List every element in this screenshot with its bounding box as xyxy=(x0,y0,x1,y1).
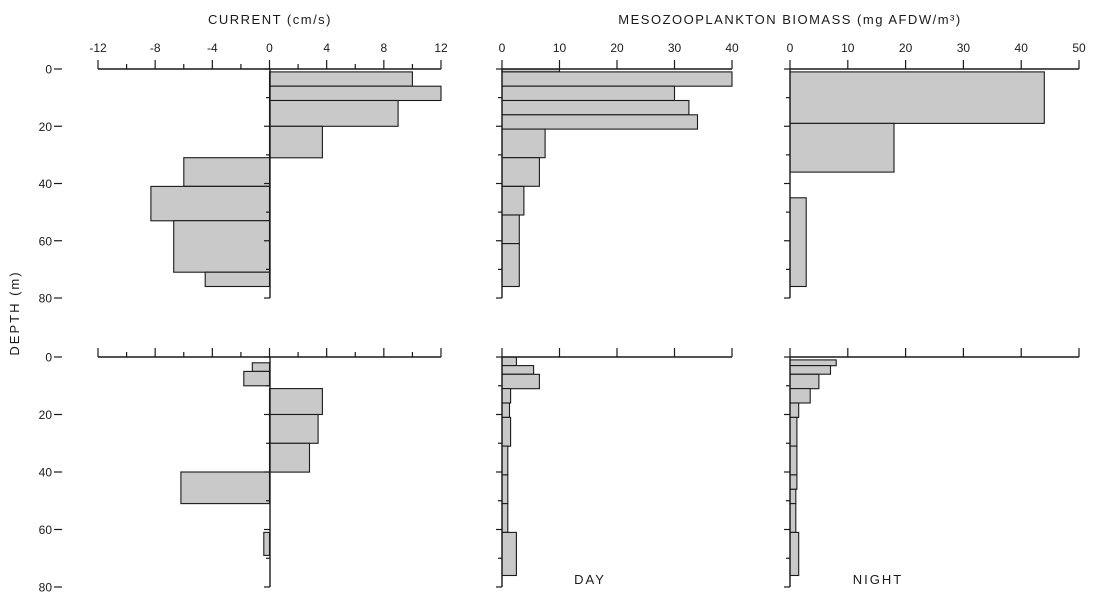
bar-5 xyxy=(183,157,271,187)
panels: -12 -8 -4 0 4 8 12 0 20 40 60 80 0 10 20 30 40 0 10 20 30 40 5… xyxy=(39,41,1086,594)
bar-3 xyxy=(789,373,820,390)
bar-2 xyxy=(501,71,733,87)
bar-5 xyxy=(268,442,311,473)
bar-7 xyxy=(789,445,798,476)
bar-7 xyxy=(263,531,271,556)
depth-tick-label: 0 xyxy=(45,351,52,365)
bar-8 xyxy=(204,271,271,288)
bar-5 xyxy=(501,114,699,130)
x-tick-label: 0 xyxy=(787,41,794,55)
x-tick-label: 10 xyxy=(553,41,567,55)
bar-2 xyxy=(789,122,895,173)
panel-6 xyxy=(784,348,1080,588)
bar-6 xyxy=(789,416,798,447)
bar-4 xyxy=(501,99,690,116)
bar-3 xyxy=(268,388,323,416)
x-tick-label: 30 xyxy=(668,41,682,55)
x-tick-label: -8 xyxy=(150,41,161,55)
depth-tick-label: 40 xyxy=(39,466,53,480)
panel-4: 0 20 40 60 80 xyxy=(39,348,442,594)
bar-8 xyxy=(501,474,509,505)
bar-7 xyxy=(501,445,509,476)
bar-7 xyxy=(173,220,271,273)
x-tick-label: 12 xyxy=(434,41,448,55)
day-label: DAY xyxy=(574,572,606,587)
x-tick-label: 20 xyxy=(899,41,913,55)
bar-4 xyxy=(268,125,323,159)
bar-11 xyxy=(789,531,800,577)
bar-10 xyxy=(501,531,517,577)
bar-2 xyxy=(789,365,832,375)
bar-1 xyxy=(789,71,1045,124)
x-tick-label: -4 xyxy=(207,41,218,55)
bar-1 xyxy=(268,71,413,87)
bar-1 xyxy=(789,359,837,367)
x-tick-label: 40 xyxy=(1015,41,1029,55)
bar-2 xyxy=(243,370,271,387)
bar-2 xyxy=(501,365,535,375)
bar-8 xyxy=(501,185,525,216)
bar-9 xyxy=(501,503,509,533)
bar-5 xyxy=(789,402,800,418)
x-tick-label: -12 xyxy=(89,41,107,55)
x-tick-label: 4 xyxy=(323,41,330,55)
panel-3: 0 10 20 30 40 50 xyxy=(784,41,1086,299)
bar-1 xyxy=(251,362,271,372)
x-tick-label: 8 xyxy=(380,41,387,55)
panel-2: 0 10 20 30 40 xyxy=(496,41,739,299)
depth-axis-label: DEPTH (m) xyxy=(7,270,22,355)
x-tick-label: 20 xyxy=(610,41,624,55)
bar-3 xyxy=(501,85,676,102)
bar-9 xyxy=(789,488,797,505)
depth-tick-label: 20 xyxy=(39,408,53,422)
bar-6 xyxy=(150,185,271,222)
bar-6 xyxy=(501,128,546,159)
bar-5 xyxy=(501,402,511,418)
bar-4 xyxy=(268,413,319,444)
bar-3 xyxy=(789,197,807,288)
bar-4 xyxy=(789,388,811,404)
depth-tick-label: 0 xyxy=(45,63,52,77)
panel-5 xyxy=(496,348,733,588)
bar-8 xyxy=(789,474,798,490)
biomass-header: MESOZOOPLANKTON BIOMASS (mg AFDW/m³) xyxy=(618,12,961,27)
x-tick-label: 10 xyxy=(841,41,855,55)
panel-1: -12 -8 -4 0 4 8 12 0 20 40 60 80 xyxy=(39,41,448,306)
bar-6 xyxy=(180,471,271,505)
current-header: CURRENT (cm/s) xyxy=(208,12,332,27)
x-tick-label: 30 xyxy=(957,41,971,55)
x-tick-label: 0 xyxy=(499,41,506,55)
bar-2 xyxy=(268,85,442,102)
x-tick-label: 0 xyxy=(266,41,273,55)
night-label: NIGHT xyxy=(853,572,903,587)
x-tick-label: 40 xyxy=(725,41,739,55)
x-tick-label: 50 xyxy=(1072,41,1086,55)
depth-tick-label: 40 xyxy=(39,177,53,191)
depth-tick-label: 80 xyxy=(39,581,53,594)
bar-1 xyxy=(501,356,517,367)
bar-10 xyxy=(501,243,520,288)
bar-4 xyxy=(501,388,512,404)
depth-tick-label: 80 xyxy=(39,292,53,306)
bar-9 xyxy=(501,214,520,245)
bar-3 xyxy=(501,373,540,390)
bar-7 xyxy=(501,157,540,187)
bar-10 xyxy=(789,503,797,533)
depth-tick-label: 60 xyxy=(39,234,53,248)
depth-tick-label: 20 xyxy=(39,120,53,134)
depth-tick-label: 60 xyxy=(39,523,53,537)
bar-6 xyxy=(501,416,512,447)
bar-3 xyxy=(268,99,399,127)
